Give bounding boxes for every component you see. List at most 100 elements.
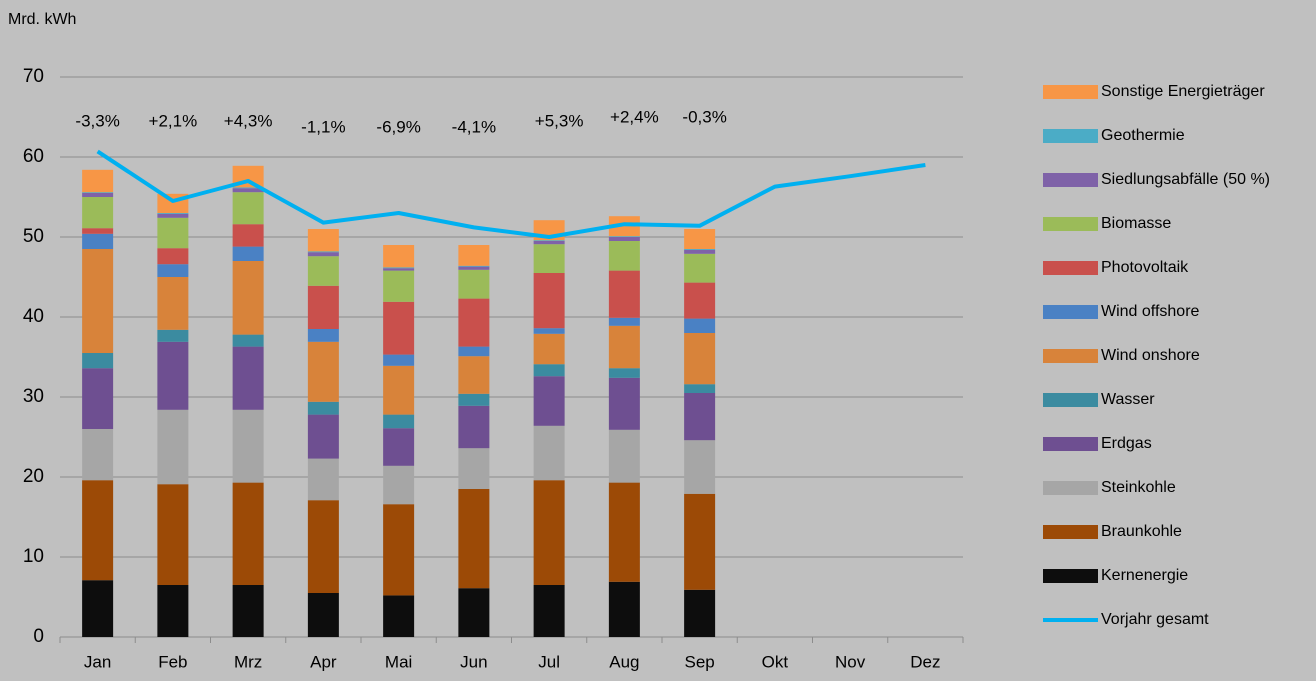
bar-segment [533, 480, 565, 585]
bar-segment [232, 334, 264, 347]
bar-segment [307, 401, 339, 415]
y-tick-label: 10 [23, 546, 44, 567]
legend-swatch [1043, 393, 1098, 407]
bar-segment [307, 341, 339, 402]
bar-segment [608, 236, 640, 237]
bar-segment [157, 585, 189, 637]
x-tick-label: Sep [685, 652, 715, 671]
bar-segment [383, 414, 415, 429]
bar-segment [383, 270, 415, 302]
legend-label: Kernenergie [1101, 567, 1188, 584]
bar-segment [307, 251, 339, 253]
x-tick-label: Jun [460, 652, 487, 671]
bar-segment [82, 193, 114, 197]
bar-segment [608, 317, 640, 326]
bar-segment [608, 241, 640, 271]
legend-label: Geothermie [1101, 127, 1185, 144]
y-tick-label: 50 [23, 226, 44, 247]
bar-segment [82, 480, 114, 581]
legend-label: Wind offshore [1101, 303, 1200, 320]
change-label: +2,1% [149, 111, 198, 130]
bar-segment [458, 588, 490, 637]
bar-segment [608, 581, 640, 637]
bar-segment [608, 377, 640, 430]
y-tick-label: 30 [23, 386, 44, 407]
bar-segment [157, 484, 189, 585]
bar-segment [232, 261, 264, 335]
bar-segment [82, 429, 114, 481]
legend-label: Sonstige Energieträger [1101, 83, 1265, 100]
legend-swatch [1043, 437, 1098, 451]
bar-segment [383, 354, 415, 366]
legend-swatch [1043, 525, 1098, 539]
legend-label: Photovoltaik [1101, 259, 1189, 276]
bar-segment [458, 265, 490, 267]
legend-label: Steinkohle [1101, 479, 1176, 496]
bar-segment [533, 333, 565, 365]
change-label: +5,3% [535, 111, 584, 130]
change-label: -4,1% [452, 117, 496, 136]
bar-segment [458, 356, 490, 394]
bar-segment [684, 493, 716, 590]
bar-segment [533, 240, 565, 241]
x-tick-label: Jan [84, 652, 111, 671]
bar-segment [383, 267, 415, 269]
bar-segment [307, 593, 339, 637]
y-tick-label: 70 [23, 66, 44, 87]
bar-segment [232, 192, 264, 225]
bar-segment [232, 188, 264, 193]
bar-segment [383, 504, 415, 596]
x-tick-label: Feb [158, 652, 187, 671]
bar-segment [533, 241, 565, 245]
bar-segment [608, 325, 640, 369]
change-label: -3,3% [75, 111, 119, 130]
legend-label: Siedlungsabfälle (50 %) [1101, 171, 1270, 188]
y-tick-label: 40 [23, 306, 44, 327]
legend-label: Vorjahr gesamt [1101, 611, 1209, 628]
x-tick-label: Mai [385, 652, 412, 671]
y-axis-label: Mrd. kWh [8, 11, 76, 28]
bar-segment [157, 213, 189, 214]
bar-segment [82, 192, 114, 193]
bar-segment [383, 595, 415, 637]
bar-segment [232, 585, 264, 637]
bar-segment [82, 353, 114, 369]
bar-segment [383, 365, 415, 415]
bar-segment [82, 580, 114, 637]
bar-segment [458, 346, 490, 357]
legend-swatch [1043, 481, 1098, 495]
legend-swatch [1043, 217, 1098, 231]
bar-segment [684, 393, 716, 441]
change-label: -6,9% [376, 117, 420, 136]
bar-segment [157, 329, 189, 342]
bar-segment [157, 248, 189, 265]
x-tick-label: Mrz [234, 652, 262, 671]
change-label: +4,3% [224, 111, 273, 130]
change-label: -0,3% [682, 107, 726, 126]
bar-segment [458, 405, 490, 449]
change-label: +2,4% [610, 107, 659, 126]
bar-segment [608, 270, 640, 318]
bar-segment [82, 368, 114, 429]
bar-segment [684, 253, 716, 283]
bar-segment [383, 301, 415, 355]
bar-segment [157, 341, 189, 410]
bar-segment [82, 233, 114, 249]
bar-segment [533, 585, 565, 637]
legend-label: Wind onshore [1101, 347, 1200, 364]
bar-segment [232, 346, 264, 410]
bar-segment [157, 264, 189, 277]
bar-segment [307, 256, 339, 286]
legend-swatch [1043, 85, 1098, 99]
legend-swatch [1043, 305, 1098, 319]
legend-label: Biomasse [1101, 215, 1171, 232]
bar-segment [684, 589, 716, 637]
bar-segment [307, 252, 339, 257]
bar-segment [232, 409, 264, 483]
legend-swatch [1043, 173, 1098, 187]
x-tick-label: Apr [310, 652, 337, 671]
legend-swatch [1043, 349, 1098, 363]
x-tick-label: Nov [835, 652, 866, 671]
bar-segment [684, 229, 716, 249]
